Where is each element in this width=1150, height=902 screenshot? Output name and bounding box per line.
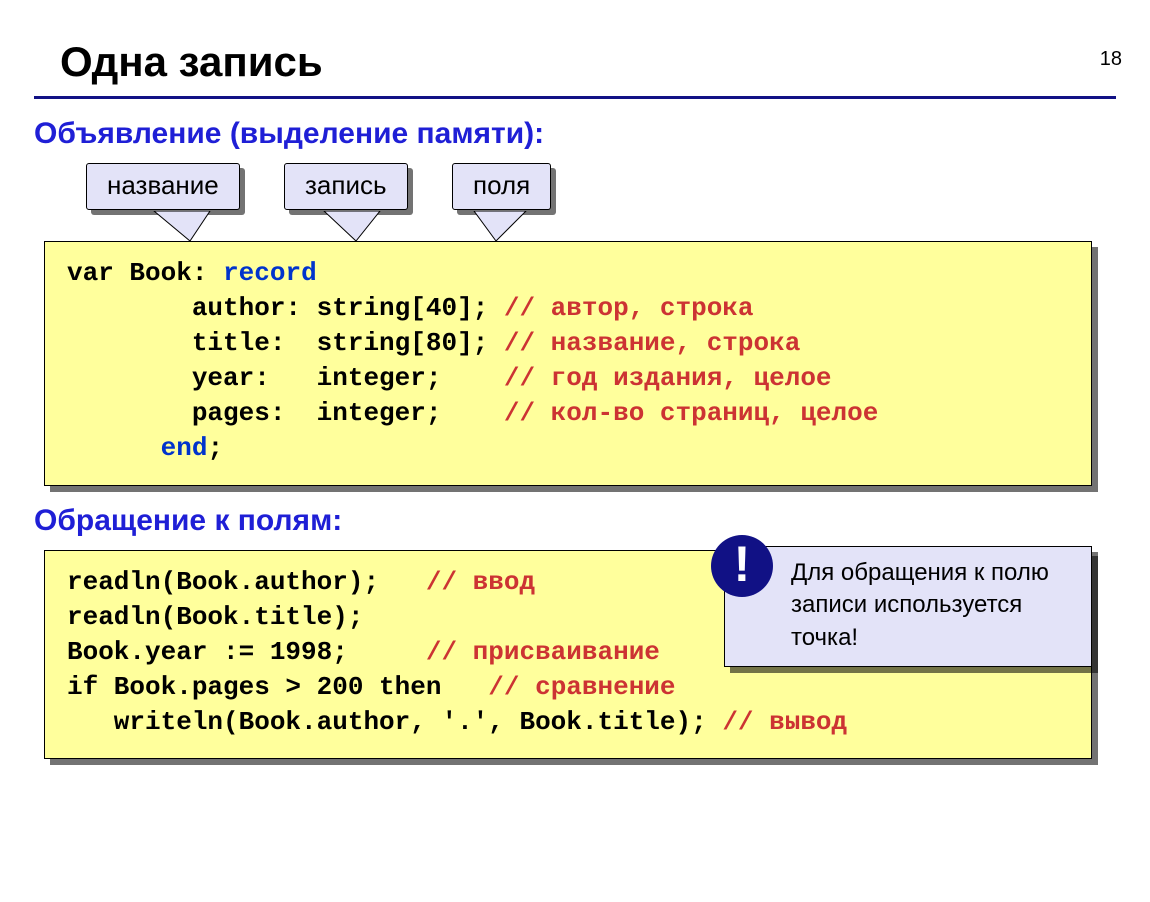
- pointer-record-icon: [320, 211, 390, 245]
- code-text: Book.year := 1998;: [67, 637, 426, 667]
- code-text: author: string[40];: [67, 293, 504, 323]
- code-comment: // вывод: [722, 707, 847, 737]
- section1-heading: Объявление (выделение памяти):: [34, 117, 1150, 151]
- exclamation-icon: !: [711, 535, 773, 597]
- code-text: readln(Book.title);: [67, 602, 363, 632]
- code-text: title: string[80];: [67, 328, 504, 358]
- pointer-fields-icon: [470, 211, 540, 245]
- code-box-declaration: var Book: record author: string[40]; // …: [44, 241, 1092, 486]
- code-text: pages: integer;: [67, 398, 504, 428]
- callouts-pointers: [60, 217, 1150, 241]
- code-text: if Book.pages > 200 then: [67, 672, 488, 702]
- code-text: ;: [207, 433, 223, 463]
- code-keyword: end: [67, 433, 207, 463]
- code-comment: // автор, строка: [504, 293, 754, 323]
- code-comment: // название, строка: [504, 328, 800, 358]
- code-text: year: integer;: [67, 363, 504, 393]
- page-number: 18: [1100, 48, 1122, 71]
- code-comment: // кол-во страниц, целое: [504, 398, 878, 428]
- code-comment: // год издания, целое: [504, 363, 832, 393]
- code-text: Book: [129, 258, 191, 288]
- code-comment: // присваивание: [426, 637, 660, 667]
- info-callout: ! Для обращения к полю записи использует…: [724, 546, 1092, 667]
- code-keyword: record: [223, 258, 317, 288]
- code-text: var: [67, 258, 129, 288]
- code-comment: // сравнение: [488, 672, 675, 702]
- code-text: readln(Book.author);: [67, 567, 426, 597]
- code-comment: // ввод: [426, 567, 535, 597]
- pointer-name-icon: [150, 211, 220, 245]
- code-text: :: [192, 258, 223, 288]
- callouts-row: название запись поля: [60, 163, 1150, 217]
- callout-record: запись: [284, 163, 408, 210]
- info-callout-text: Для обращения к полю записи используется…: [791, 559, 1049, 651]
- callout-fields: поля: [452, 163, 551, 210]
- title-rule: [34, 96, 1116, 99]
- section2-heading: Обращение к полям:: [34, 504, 1150, 538]
- callout-name: название: [86, 163, 240, 210]
- slide-title: Одна запись: [60, 38, 1150, 86]
- code-text: writeln(Book.author, '.', Book.title);: [67, 707, 722, 737]
